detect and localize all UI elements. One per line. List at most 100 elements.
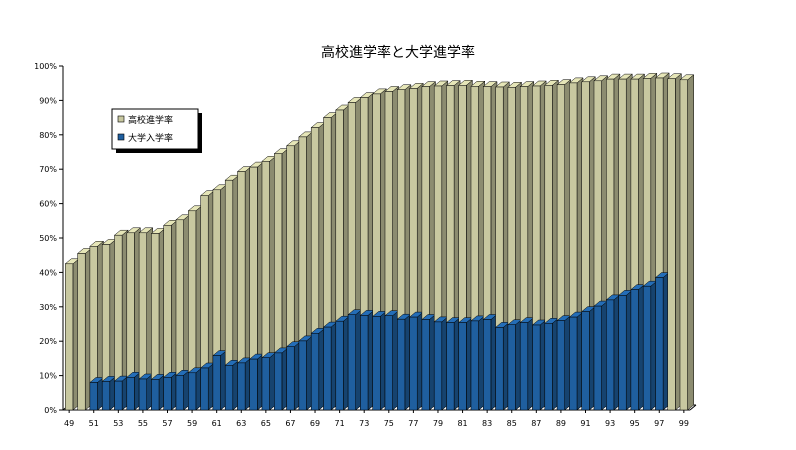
y-tick-label: 10% (39, 372, 57, 381)
bar-university (531, 319, 547, 411)
bar-university-front (101, 381, 111, 411)
bar-high-school-front (667, 78, 676, 411)
bar-university-front (556, 320, 565, 411)
bar-university-front (89, 382, 98, 411)
x-tick-label: 67 (285, 419, 295, 428)
bar-university (384, 310, 400, 411)
bar-university-front (212, 355, 221, 411)
bar-university-front (151, 379, 160, 411)
bar-university (89, 376, 105, 411)
x-tick-label: 73 (359, 419, 369, 428)
x-tick-label: 53 (113, 419, 123, 428)
x-tick-label: 89 (556, 419, 566, 428)
bar-university-front (618, 295, 627, 411)
bar-university-front (114, 380, 123, 411)
bar-university (396, 313, 412, 411)
y-tick-label: 0% (44, 406, 57, 415)
bar-university-front (237, 362, 246, 411)
bar-university (335, 315, 351, 411)
legend-box (111, 108, 199, 150)
x-tick-label: 85 (507, 419, 517, 428)
bar-university-front (507, 324, 516, 411)
y-tick-label: 100% (34, 62, 57, 71)
bar-university-front (224, 365, 234, 411)
legend-swatch-university (117, 133, 125, 141)
legend: 高校進学率 大学入学率 (111, 108, 202, 153)
x-tick-label: 69 (310, 419, 320, 428)
bar-university-front (397, 318, 406, 411)
bar-university-front (323, 326, 332, 411)
x-tick-label: 75 (384, 419, 394, 428)
bar-university-front (310, 333, 320, 411)
bar-high-school-front (65, 263, 74, 411)
bar-university-front (630, 289, 639, 411)
bar-university (150, 373, 166, 411)
bar-university (519, 317, 535, 411)
bar-university-front (433, 321, 443, 411)
bar-university-front (286, 346, 295, 411)
bar-university (261, 352, 277, 411)
bar-university-front (138, 378, 147, 411)
bar-university-front (298, 340, 307, 411)
bar-university (458, 317, 474, 411)
bar-university-front (249, 358, 258, 411)
bar-university-front (544, 323, 553, 411)
bar-university (470, 315, 486, 411)
bar-university (654, 272, 670, 411)
bar-university (593, 300, 609, 411)
y-tick-label: 60% (39, 200, 57, 209)
legend-label-high-school: 高校進学率 (128, 114, 173, 126)
x-tick-label: 99 (679, 419, 689, 428)
bar-university (138, 373, 154, 411)
bar-university (421, 313, 437, 411)
legend-swatch-high-school (117, 115, 125, 123)
bar-university (433, 316, 449, 411)
bar-university (544, 317, 560, 411)
floor-depth-right (689, 404, 697, 411)
bar-university-front (200, 367, 209, 411)
bar-university (630, 284, 646, 411)
bar-high-school (64, 258, 80, 411)
x-tick-label: 65 (261, 419, 271, 428)
legend-label-university: 大学入学率 (128, 132, 173, 144)
y-tick-label: 70% (39, 165, 57, 174)
bar-university (322, 321, 338, 411)
bar-university-front (532, 324, 541, 411)
bar-university-front (606, 299, 615, 411)
bar-university-front (175, 375, 184, 411)
bar-university-front (372, 316, 381, 411)
x-tick-label: 57 (162, 419, 172, 428)
bar-university (310, 327, 326, 411)
bar-high-school-front (77, 253, 86, 411)
bar-university (126, 371, 142, 411)
bar-university-front (421, 319, 430, 411)
x-tick-label: 87 (531, 419, 541, 428)
bar-university (101, 375, 117, 411)
x-tick-label: 61 (212, 419, 222, 428)
bar-university-front (409, 316, 418, 411)
bar-university (285, 341, 301, 411)
bar-university-front (495, 327, 504, 411)
bar-university (187, 367, 203, 411)
bar-high-school-front (679, 79, 688, 411)
bar-university-front (335, 320, 344, 411)
bar-university (507, 319, 523, 411)
bar-university (568, 311, 584, 411)
bar-university-front (360, 315, 369, 411)
bar-university (642, 280, 658, 411)
y-tick-label: 30% (39, 303, 57, 312)
bar-university-front (593, 305, 602, 411)
bar-university (163, 371, 178, 411)
bar-university-front (458, 322, 467, 411)
x-tick-label: 55 (138, 419, 148, 428)
x-tick-label: 83 (482, 419, 492, 428)
bar-high-school-side (687, 74, 694, 411)
bar-university (556, 315, 572, 411)
x-tick-label: 51 (89, 419, 99, 428)
bar-university (581, 306, 596, 411)
bar-university (408, 311, 424, 411)
bar-university-front (483, 319, 492, 411)
y-tick-label: 50% (39, 234, 57, 243)
bar-university-front (261, 357, 270, 411)
bars (64, 72, 695, 411)
